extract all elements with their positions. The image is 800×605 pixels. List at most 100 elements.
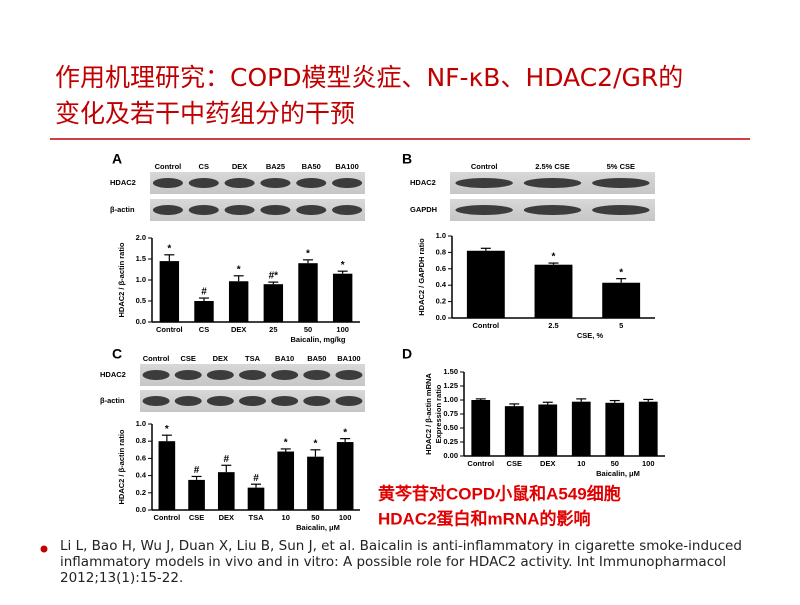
x-axis-label: Baicalin, μM [296,523,340,532]
significance-mark: * [306,248,310,259]
y-tick-label: 0.4 [136,471,147,480]
bar [605,402,625,456]
y-tick-label: 0.0 [136,317,146,326]
blot-band [206,370,234,380]
blot-band [174,396,202,406]
blot-band [224,178,255,188]
blot-lane-label: 5% CSE [607,162,635,171]
x-axis-label: Baicalin, μM [596,469,640,478]
y-tick-label: 2.0 [136,233,146,242]
blot-band [188,178,219,188]
blot-row-label: HDAC2 [110,178,136,187]
blot-lane-label: Control [143,354,170,363]
blot-lane-label: BA100 [335,162,358,171]
x-tick-label: 100 [336,325,349,334]
bar [194,301,214,322]
blot-lane-label: BA50 [307,354,326,363]
significance-mark: * [167,243,171,254]
x-axis-label: CSE, % [577,331,604,340]
x-tick-label: 10 [577,459,585,468]
x-tick-label: Control [156,325,183,334]
x-tick-label: 5 [619,321,623,330]
x-tick-label: 100 [339,513,352,522]
y-axis-label: HDAC2 / GAPDH ratio [417,238,426,316]
y-tick-label: 1.25 [443,381,458,390]
blot-lane-label: 2.5% CSE [535,162,570,171]
blot-row-label: β-actin [100,396,125,405]
blot-band [332,178,363,188]
blot-strip [150,199,365,221]
bar [217,472,235,510]
y-tick-label: 0.8 [436,247,446,256]
x-tick-label: CSE [507,459,522,468]
bar [471,400,491,456]
y-tick-label: 0.00 [443,451,458,460]
y-tick-label: 0.50 [443,423,458,432]
y-axis-label: HDAC2 / β-actin ratio [117,429,126,504]
blot-band [335,370,363,380]
bar [466,250,505,318]
blot-band [224,205,255,215]
significance-mark: * [619,267,623,278]
blot-lane-label: Control [155,162,182,171]
bar [602,282,641,318]
blot-band [271,396,299,406]
x-tick-label: CSE [189,513,204,522]
panel-letter: D [402,346,412,362]
blot-band [271,370,299,380]
blot-band [174,370,202,380]
y-tick-label: 1.0 [136,275,146,284]
blot-strip [150,172,365,194]
significance-mark: * [343,427,347,438]
x-tick-label: 2.5 [548,321,558,330]
x-tick-label: 100 [642,459,655,468]
blot-lane-label: BA100 [337,354,360,363]
blot-lane-label: Control [471,162,498,171]
blot-band [332,205,363,215]
blot-band [455,205,513,215]
blot-band [592,178,650,188]
significance-mark: * [552,252,556,263]
y-axis-label: Expression ratio [434,384,443,443]
blot-lane-label: BA10 [275,354,294,363]
blot-band [296,205,327,215]
blot-row-label: β-actin [110,205,135,214]
y-tick-label: 1.00 [443,395,458,404]
significance-mark: # [253,473,259,484]
blot-band [206,396,234,406]
bar [332,273,353,322]
y-tick-label: 0.5 [136,296,146,305]
bar [298,263,318,322]
blot-band [260,178,291,188]
bar [504,406,524,456]
y-tick-label: 0.75 [443,409,458,418]
x-tick-label: 25 [269,325,277,334]
significance-mark: * [341,260,345,271]
caption: HDAC2蛋白和mRNA的影响 [378,508,591,528]
x-tick-label: 50 [611,459,619,468]
blot-row-label: HDAC2 [100,370,126,379]
y-tick-label: 0.6 [436,264,446,273]
bar [247,487,265,510]
blot-band [592,205,650,215]
caption: 黄芩苷对COPD小鼠和A549细胞 [378,483,621,503]
y-tick-label: 0.4 [436,280,447,289]
bar [228,281,249,322]
x-tick-label: Control [472,321,499,330]
blot-row-label: HDAC2 [410,178,436,187]
x-axis-label: Baicalin, mg/kg [290,335,345,344]
blot-lane-label: DEX [232,162,247,171]
blot-band [335,396,363,406]
significance-mark: * [237,264,241,275]
blot-lane-label: BA50 [302,162,321,171]
blot-band [142,396,170,406]
significance-mark: # [201,287,207,298]
bar [263,284,284,322]
significance-mark: * [165,424,169,435]
blot-band [142,370,170,380]
y-tick-label: 0.8 [136,436,146,445]
x-tick-label: DEX [219,513,234,522]
y-tick-label: 0.0 [436,313,446,322]
